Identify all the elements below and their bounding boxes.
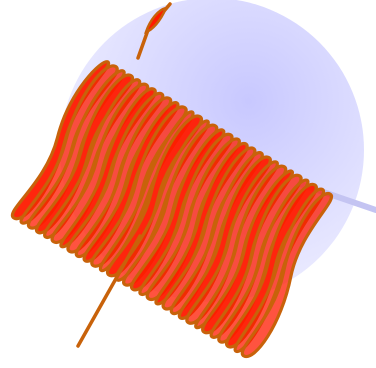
coil-lead-bottom xyxy=(76,234,142,348)
coil xyxy=(10,2,334,359)
coil-loop xyxy=(90,105,188,268)
coil-loop xyxy=(240,192,334,359)
coil-lead-top-end xyxy=(144,6,169,34)
